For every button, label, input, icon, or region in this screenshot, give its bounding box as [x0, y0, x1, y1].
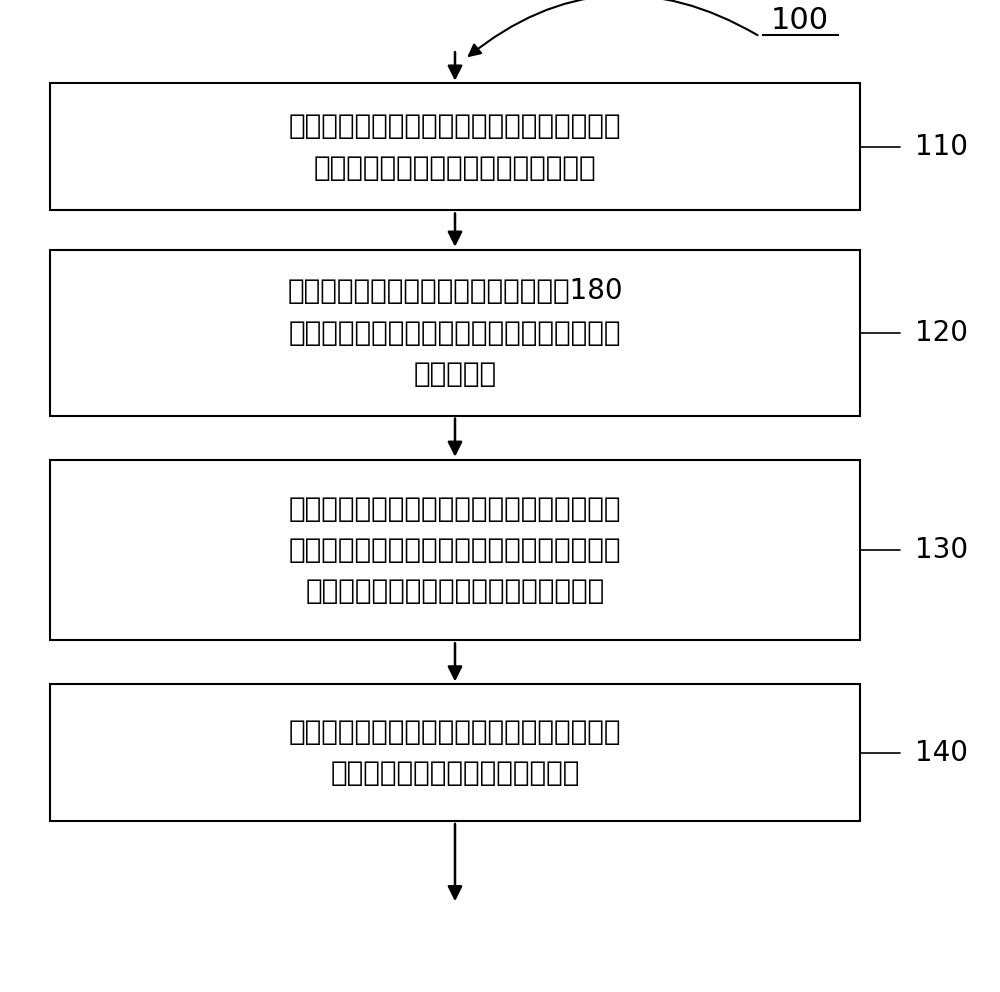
Text: 130: 130	[915, 536, 968, 564]
Bar	[50, 684, 860, 821]
Text: 140: 140	[915, 739, 968, 767]
Text: 120: 120	[915, 318, 968, 346]
Text: 将所述激光扫平仪沿竖直轴线水平旋转180
度，获取所述激光扫平仪中的水平度传感器的
第一检测值: 将所述激光扫平仪沿竖直轴线水平旋转180 度，获取所述激光扫平仪中的水平度传感器…	[287, 278, 623, 388]
Text: 100: 100	[771, 6, 829, 35]
Bar	[50, 459, 860, 640]
Bar	[50, 250, 860, 416]
Text: 110: 110	[915, 133, 968, 161]
Text: 调节激光扫平仪发射的激光的坡度，使得接收
单元上的激光位于所述第一激光位置，获取激
光扫平仪中的水平度传感器的第二检测值: 调节激光扫平仪发射的激光的坡度，使得接收 单元上的激光位于所述第一激光位置，获取…	[289, 495, 621, 605]
Text: 基于所述第一检测值和所述第二检测值确定是
否需要对所述激光扫平仪进行校准: 基于所述第一检测值和所述第二检测值确定是 否需要对所述激光扫平仪进行校准	[289, 718, 621, 788]
Bar	[50, 83, 860, 210]
Text: 激光扫平仪向接收单元发射激光，获取并记录
所述接收单元上所接收的第一激光位置: 激光扫平仪向接收单元发射激光，获取并记录 所述接收单元上所接收的第一激光位置	[289, 112, 621, 182]
